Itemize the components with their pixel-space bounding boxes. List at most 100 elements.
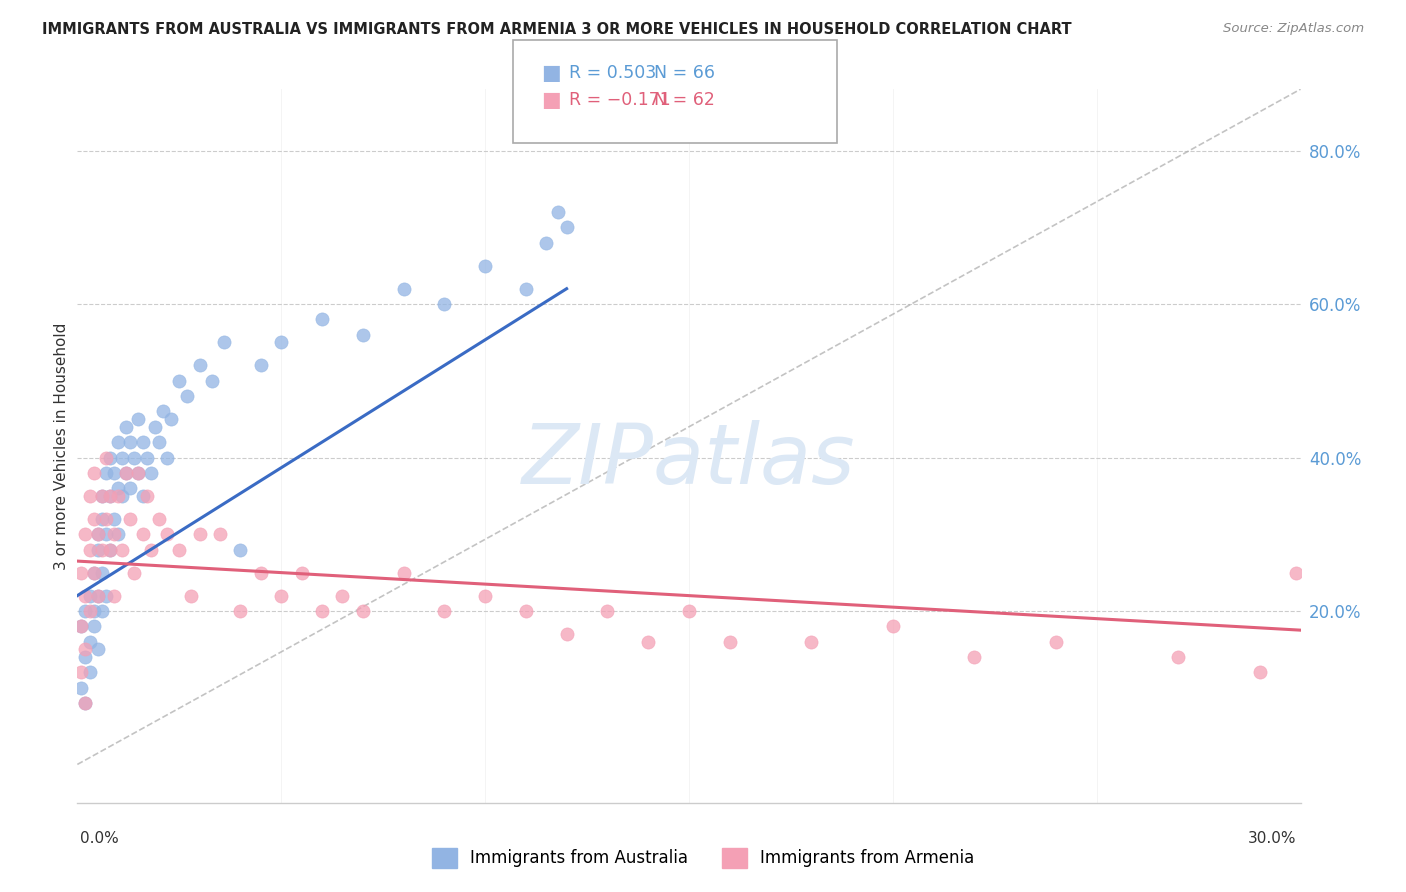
Point bbox=[83, 566, 105, 580]
Point bbox=[882, 619, 904, 633]
Point bbox=[180, 589, 202, 603]
Point bbox=[79, 489, 101, 503]
Point bbox=[79, 634, 101, 648]
Point bbox=[75, 642, 97, 657]
Point bbox=[111, 450, 134, 465]
Point bbox=[107, 481, 129, 495]
Point bbox=[515, 604, 537, 618]
Point bbox=[98, 542, 121, 557]
Legend: Immigrants from Australia, Immigrants from Armenia: Immigrants from Australia, Immigrants fr… bbox=[425, 841, 981, 875]
Text: N = 66: N = 66 bbox=[654, 64, 714, 82]
Text: Source: ZipAtlas.com: Source: ZipAtlas.com bbox=[1223, 22, 1364, 36]
Point bbox=[156, 527, 179, 541]
Point bbox=[131, 435, 153, 450]
Point bbox=[111, 542, 134, 557]
Point bbox=[135, 489, 157, 503]
Text: ■: ■ bbox=[541, 63, 561, 83]
Point bbox=[90, 542, 112, 557]
Point bbox=[79, 542, 101, 557]
Point bbox=[94, 450, 117, 465]
Point bbox=[94, 527, 117, 541]
Point bbox=[678, 604, 700, 618]
Point bbox=[1249, 665, 1271, 680]
Point bbox=[70, 665, 93, 680]
Point bbox=[963, 650, 986, 665]
Point bbox=[311, 604, 333, 618]
Point bbox=[1045, 634, 1067, 648]
Point bbox=[83, 619, 105, 633]
Text: R = −0.171: R = −0.171 bbox=[569, 91, 671, 109]
Point bbox=[352, 604, 374, 618]
Point bbox=[115, 466, 138, 480]
Point bbox=[120, 481, 142, 495]
Point bbox=[718, 634, 741, 648]
Point bbox=[637, 634, 659, 648]
Point bbox=[156, 450, 179, 465]
Point bbox=[148, 435, 170, 450]
Point bbox=[188, 527, 211, 541]
Point bbox=[474, 589, 496, 603]
Point bbox=[392, 566, 415, 580]
Point bbox=[107, 489, 129, 503]
Point bbox=[90, 566, 112, 580]
Point bbox=[201, 374, 224, 388]
Point bbox=[169, 374, 191, 388]
Point bbox=[75, 696, 97, 710]
Point bbox=[94, 589, 117, 603]
Point bbox=[148, 512, 170, 526]
Point bbox=[75, 589, 97, 603]
Point bbox=[176, 389, 198, 403]
Point bbox=[90, 489, 112, 503]
Point bbox=[120, 435, 142, 450]
Point bbox=[291, 566, 314, 580]
Point bbox=[115, 466, 138, 480]
Point bbox=[87, 589, 110, 603]
Point bbox=[103, 466, 125, 480]
Point bbox=[83, 512, 105, 526]
Point bbox=[128, 412, 150, 426]
Point bbox=[94, 466, 117, 480]
Point bbox=[547, 205, 569, 219]
Point bbox=[135, 450, 157, 465]
Point bbox=[270, 589, 292, 603]
Point bbox=[115, 419, 138, 434]
Point bbox=[75, 604, 97, 618]
Point bbox=[98, 489, 121, 503]
Text: 0.0%: 0.0% bbox=[80, 831, 120, 846]
Point bbox=[79, 604, 101, 618]
Point bbox=[79, 589, 101, 603]
Point bbox=[124, 566, 146, 580]
Text: N = 62: N = 62 bbox=[654, 91, 714, 109]
Point bbox=[75, 527, 97, 541]
Point bbox=[229, 604, 252, 618]
Point bbox=[270, 335, 292, 350]
Point bbox=[143, 419, 166, 434]
Point bbox=[131, 527, 153, 541]
Point bbox=[90, 489, 112, 503]
Point bbox=[1285, 566, 1308, 580]
Point bbox=[103, 527, 125, 541]
Point bbox=[596, 604, 619, 618]
Point bbox=[160, 412, 183, 426]
Text: ■: ■ bbox=[541, 90, 561, 110]
Point bbox=[70, 566, 93, 580]
Point bbox=[311, 312, 333, 326]
Point bbox=[536, 235, 558, 250]
Point bbox=[169, 542, 191, 557]
Point bbox=[98, 489, 121, 503]
Point bbox=[800, 634, 823, 648]
Point bbox=[107, 435, 129, 450]
Point bbox=[229, 542, 252, 557]
Y-axis label: 3 or more Vehicles in Household: 3 or more Vehicles in Household bbox=[53, 322, 69, 570]
Text: R = 0.503: R = 0.503 bbox=[569, 64, 657, 82]
Point bbox=[103, 512, 125, 526]
Point bbox=[90, 604, 112, 618]
Point bbox=[98, 542, 121, 557]
Point bbox=[98, 450, 121, 465]
Point bbox=[70, 619, 93, 633]
Point bbox=[107, 527, 129, 541]
Point bbox=[87, 642, 110, 657]
Point bbox=[392, 282, 415, 296]
Point bbox=[75, 696, 97, 710]
Point bbox=[139, 466, 162, 480]
